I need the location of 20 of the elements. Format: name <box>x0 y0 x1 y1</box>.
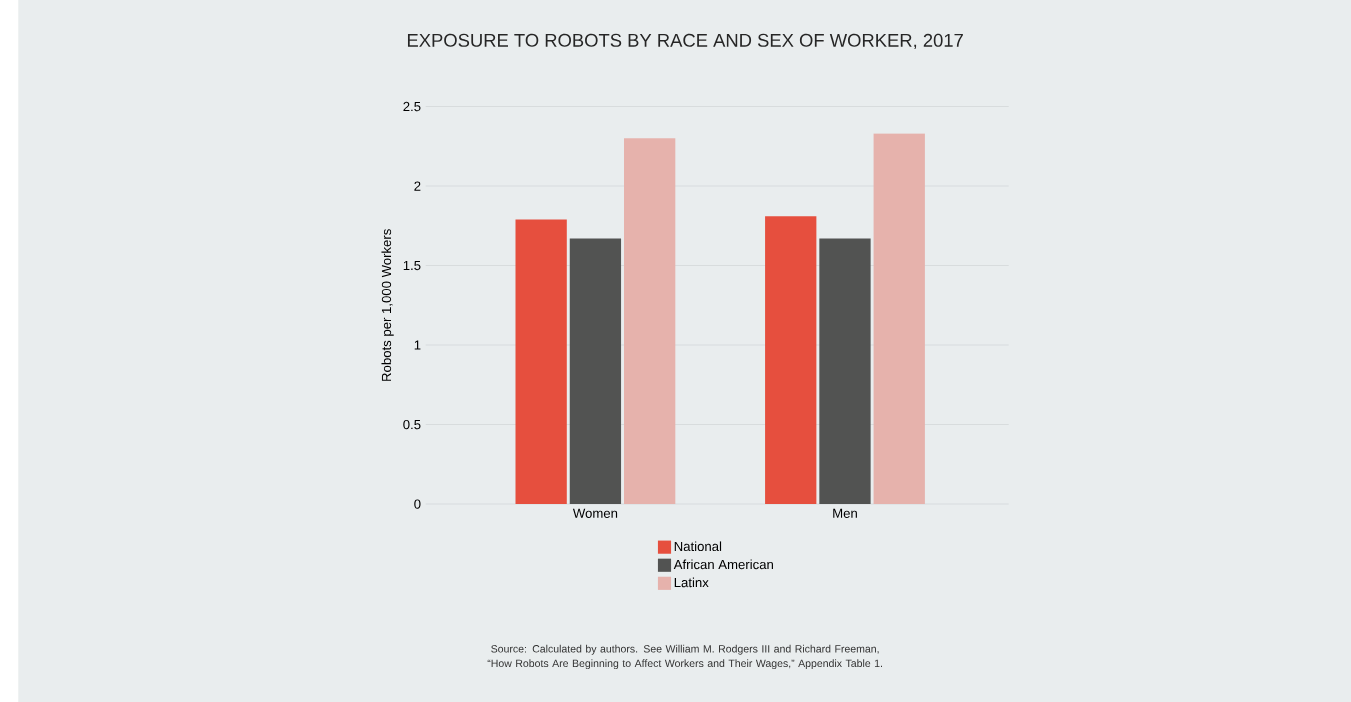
bar <box>515 219 567 504</box>
y-axis-title: Robots per 1,000 Workers <box>381 228 394 381</box>
y-tick-label: 2 <box>414 181 421 191</box>
legend-label: African American <box>673 559 773 569</box>
bar <box>765 216 817 504</box>
chart-title: EXPOSURE TO ROBOTS BY RACE AND SEX OF WORKER, 2017 <box>407 33 963 49</box>
bar <box>873 133 925 504</box>
legend-label: Latinx <box>674 577 709 588</box>
x-tick-label: Men <box>833 508 857 518</box>
bar <box>569 238 622 504</box>
bar <box>819 238 871 504</box>
y-tick-label: 2.5 <box>403 101 421 112</box>
legend-label: National <box>674 541 722 551</box>
source-note: Source: Calculated by authors. See William M. Rodgers III and Richard Freeman, “How Robots Are Beginning to Affect Workers and Their Wages,” Appendix Table 1. <box>487 644 882 669</box>
y-tick-label: 1.5 <box>403 260 421 270</box>
y-tick-label: 1 <box>414 340 421 350</box>
x-tick-label: Women <box>572 508 618 518</box>
y-tick-label: 0.5 <box>403 419 421 430</box>
y-tick-label: 0 <box>414 499 421 509</box>
bar <box>624 138 676 504</box>
